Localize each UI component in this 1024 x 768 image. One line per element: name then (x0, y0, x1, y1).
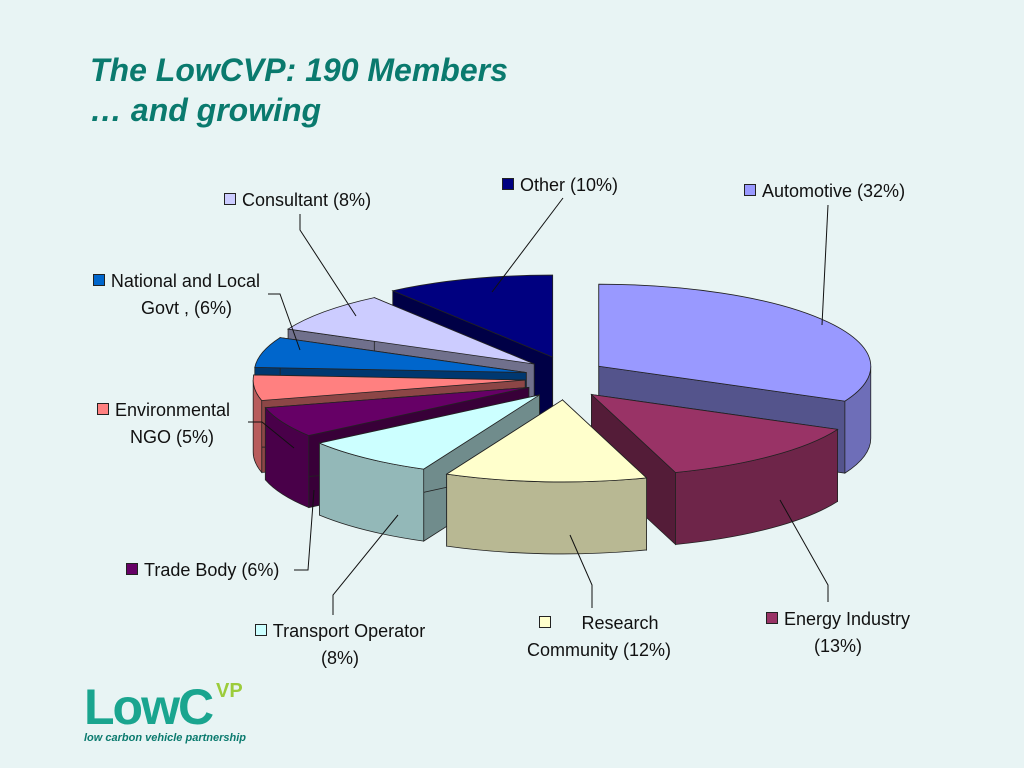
legend-swatch-trade-body (126, 563, 138, 575)
slice-top (264, 386, 529, 436)
legend-swatch-environmental-ngo (96, 403, 109, 415)
label-environmental-ngo: Environmental NGO (5%) (90, 397, 230, 451)
slice-top (445, 399, 648, 483)
label-automotive: Automotive (32%) (744, 178, 905, 205)
logo-tagline: low carbon vehicle partnership (84, 732, 246, 744)
label-trade-body: Trade Body (6%) (126, 557, 279, 584)
label-energy-industry: Energy Industry (13%) (752, 606, 924, 660)
leader-line-other (491, 197, 564, 293)
leader-line-national-and-local-govt (268, 293, 301, 351)
slice-top (590, 393, 839, 473)
legend-swatch-research-community (539, 616, 552, 628)
slice-top (286, 297, 535, 365)
slice-top (254, 337, 527, 373)
legend-swatch-transport-operator (254, 624, 267, 636)
pie-slice-energy-industry (590, 393, 839, 546)
legend-swatch-other (502, 178, 514, 190)
label-research-community: Research Community (12%) (526, 613, 672, 660)
slice-top (318, 394, 540, 470)
slice-top (252, 374, 526, 401)
logo-wordmark: LowC (84, 679, 214, 735)
slice-top (391, 274, 554, 358)
slice-top (598, 283, 872, 402)
leader-line-environmental-ngo (248, 421, 295, 449)
slice-rim (446, 473, 647, 555)
legend-swatch-govt (92, 274, 105, 286)
leader-line-automotive (821, 204, 829, 326)
legend-swatch-automotive (744, 184, 756, 196)
title-line-2: … and growing (90, 92, 322, 128)
label-consultant: Consultant (8%) (224, 187, 371, 214)
leader-line-energy-industry (779, 499, 829, 602)
label-govt: National and Local Govt , (6%) (86, 268, 260, 322)
label-other: Other (10%) (502, 172, 618, 199)
title-line-1: The LowCVP: 190 Members (90, 52, 508, 88)
leader-line-consultant (299, 214, 357, 317)
leader-line-research-community (569, 534, 593, 608)
logo-superscript: VP (216, 680, 243, 702)
lowcvp-logo: LowC VP low carbon vehicle partnership (84, 679, 246, 744)
leader-line-trade-body (294, 489, 315, 571)
legend-swatch-consultant (224, 193, 236, 205)
label-transport-operator: Transport Operator (8%) (240, 618, 440, 672)
leader-line-transport-operator (332, 514, 399, 615)
slide-title: The LowCVP: 190 Members … and growing (90, 50, 508, 130)
pie-slice-research-community (445, 399, 648, 555)
legend-swatch-energy-industry (765, 612, 778, 624)
